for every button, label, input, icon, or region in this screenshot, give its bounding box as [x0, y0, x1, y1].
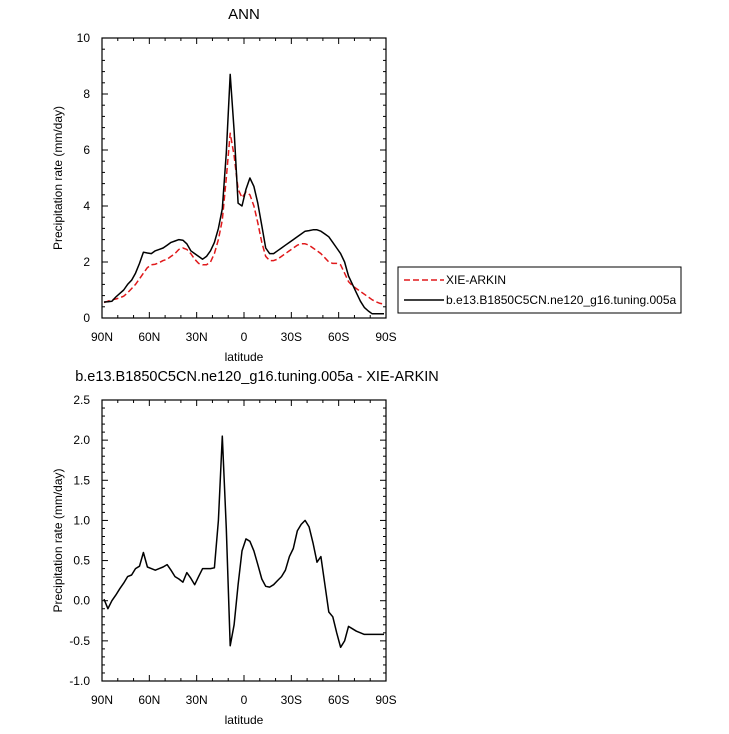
x-tick-label: 60S: [328, 693, 349, 707]
x-tick-label: 0: [241, 693, 248, 707]
x-axis-label: latitude: [225, 350, 264, 364]
series-line-b-e13-b1850c5cn-ne120-g16-tuning-005a: [103, 73, 384, 315]
y-tick-label: -1.0: [69, 674, 90, 688]
x-tick-label: 90N: [91, 330, 113, 344]
y-axis-label: Precipitation rate (mm/day): [51, 468, 65, 612]
y-tick-label: 0.5: [73, 554, 90, 568]
chart-title: ANN: [228, 6, 260, 23]
plot-frame: [101, 37, 387, 319]
legend-box: [397, 266, 682, 314]
x-tick-label: 90S: [375, 693, 396, 707]
x-tick-label: 30S: [281, 693, 302, 707]
x-tick-label: 90S: [375, 330, 396, 344]
axis-ticks: 90N 60N 30N 0 30S 60S 90S -1.0 -0.5 0.0 0.5 1.0 1.5 2…: [69, 393, 396, 707]
x-tick-label: 0: [241, 330, 248, 344]
legend-label-model: b.e13.B1850C5CN.ne120_g16.tuning.005a: [446, 293, 677, 307]
y-tick-label: 6: [83, 143, 90, 157]
x-axis-label: latitude: [225, 713, 264, 727]
series-lines: [103, 73, 385, 315]
axis-ticks: 90N 60N 30N 0 30S 60S 90S 0 2 4 6 8 10: [77, 31, 397, 344]
y-tick-label: 10: [77, 31, 91, 45]
y-tick-label: 2.0: [73, 433, 90, 447]
difference-panel: b.e13.B1850C5CN.ne120_g16.tuning.005a - …: [51, 369, 439, 727]
y-tick-label: 0: [83, 311, 90, 325]
y-tick-label: 2: [83, 255, 90, 269]
x-tick-label: 60N: [138, 693, 160, 707]
plot-frame: [101, 399, 387, 682]
x-tick-label: 60N: [138, 330, 160, 344]
x-tick-label: 90N: [91, 693, 113, 707]
y-tick-label: 1.5: [73, 473, 90, 487]
y-tick-label: 2.5: [73, 393, 90, 407]
y-tick-label: 1.0: [73, 513, 90, 527]
legend-label-xie-arkin: XIE-ARKIN: [446, 273, 506, 287]
y-tick-label: 0.0: [73, 594, 90, 608]
y-tick-label: 4: [83, 199, 90, 213]
y-tick-label: -0.5: [69, 634, 90, 648]
y-axis-label: Precipitation rate (mm/day): [51, 106, 65, 250]
y-tick-label: 8: [83, 87, 90, 101]
x-tick-label: 30N: [186, 330, 208, 344]
series-line-difference: [103, 435, 384, 649]
x-tick-label: 30N: [186, 693, 208, 707]
x-tick-label: 60S: [328, 330, 349, 344]
chart-title: b.e13.B1850C5CN.ne120_g16.tuning.005a - …: [75, 369, 439, 385]
legend: XIE-ARKIN b.e13.B1850C5CN.ne120_g16.tuni…: [397, 266, 682, 314]
series-line-xie-arkin: [103, 132, 385, 305]
x-tick-label: 30S: [281, 330, 302, 344]
annual-mean-precip-panel: ANN Precipitation rate (mm/day) latitude…: [51, 6, 682, 364]
series-lines: [103, 435, 384, 649]
